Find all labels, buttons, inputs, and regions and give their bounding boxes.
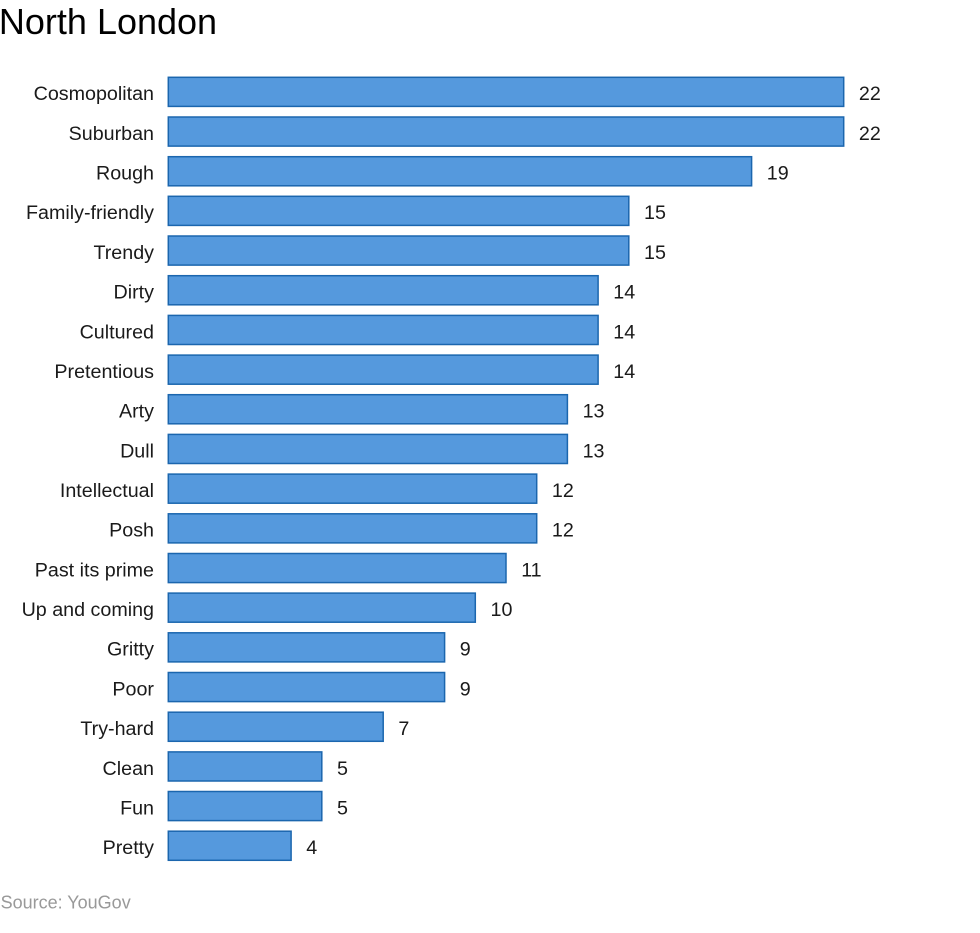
svg-text:13: 13 [583, 401, 605, 423]
svg-text:Pretentious: Pretentious [54, 361, 154, 383]
svg-text:11: 11 [521, 559, 541, 581]
svg-text:Poor: Poor [112, 678, 154, 700]
svg-text:9: 9 [460, 678, 471, 700]
svg-text:Source: YouGov: Source: YouGov [1, 892, 131, 912]
svg-text:13: 13 [583, 440, 605, 462]
svg-text:Clean: Clean [103, 758, 154, 780]
svg-text:14: 14 [613, 361, 635, 383]
svg-text:Fun: Fun [120, 797, 154, 819]
svg-text:5: 5 [337, 797, 348, 819]
svg-text:Rough: Rough [96, 163, 154, 185]
svg-text:Suburban: Suburban [69, 123, 154, 145]
svg-text:Dirty: Dirty [114, 282, 155, 304]
svg-text:Arty: Arty [119, 401, 154, 423]
svg-text:12: 12 [552, 480, 574, 502]
svg-text:Pretty: Pretty [103, 837, 155, 859]
svg-text:19: 19 [767, 163, 789, 185]
svg-text:Cultured: Cultured [80, 321, 154, 343]
svg-text:Dull: Dull [120, 440, 154, 462]
svg-text:Up and coming: Up and coming [22, 599, 154, 621]
svg-text:Past its prime: Past its prime [35, 559, 154, 581]
svg-text:Cosmopolitan: Cosmopolitan [34, 83, 154, 105]
svg-text:Try-hard: Try-hard [80, 718, 154, 740]
svg-text:14: 14 [613, 321, 635, 343]
svg-text:22: 22 [859, 83, 881, 105]
svg-text:5: 5 [337, 758, 348, 780]
svg-text:9: 9 [460, 639, 471, 661]
svg-text:Gritty: Gritty [107, 639, 154, 661]
svg-text:Trendy: Trendy [93, 242, 154, 264]
svg-text:Intellectual: Intellectual [60, 480, 154, 502]
svg-text:10: 10 [491, 599, 513, 621]
svg-text:Posh: Posh [109, 520, 154, 542]
svg-text:15: 15 [644, 202, 666, 224]
svg-text:Family-friendly: Family-friendly [26, 202, 154, 224]
svg-text:14: 14 [613, 282, 635, 304]
svg-text:15: 15 [644, 242, 666, 264]
svg-text:4: 4 [306, 837, 317, 859]
svg-text:12: 12 [552, 520, 574, 542]
svg-text:22: 22 [859, 123, 881, 145]
svg-text:7: 7 [398, 718, 409, 740]
svg-text:North London: North London [0, 1, 217, 42]
